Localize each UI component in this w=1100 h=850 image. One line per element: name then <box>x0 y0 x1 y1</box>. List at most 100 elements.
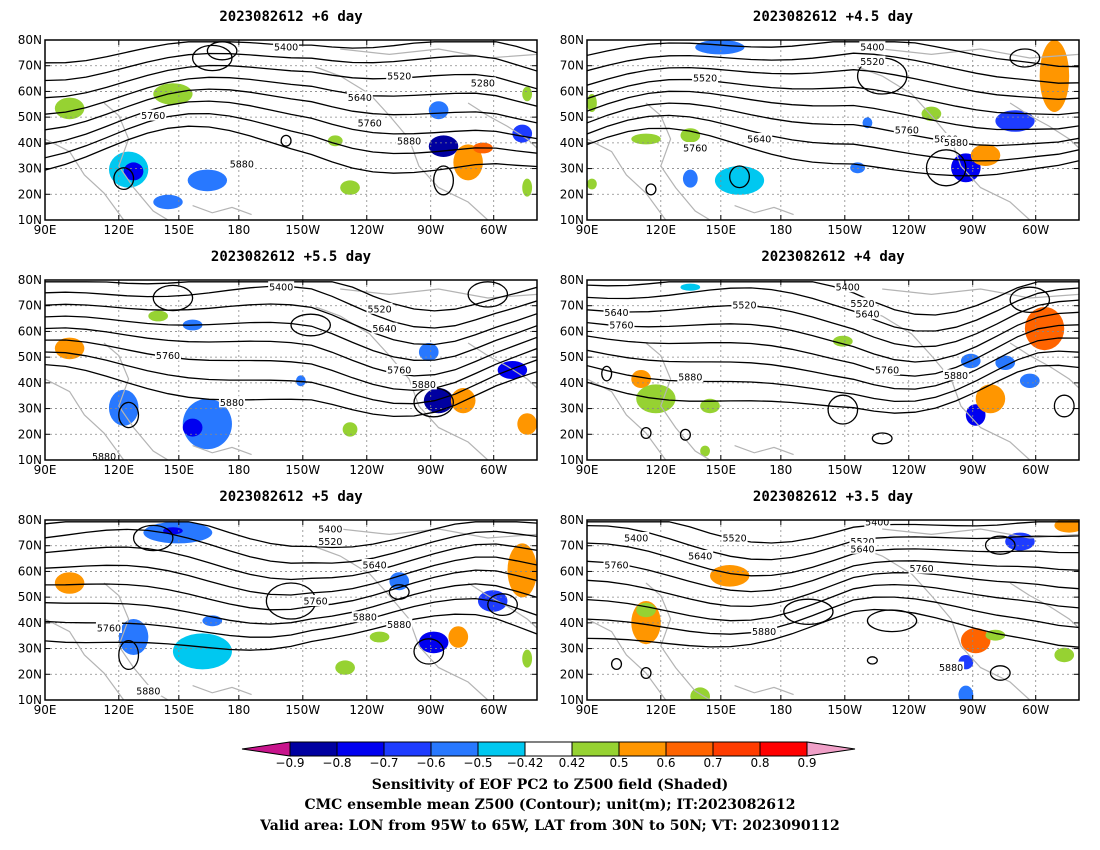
contour-label: 5280 <box>471 79 495 90</box>
lon-label: 120W <box>349 463 384 477</box>
lon-label: 90E <box>34 463 57 477</box>
z500-contour <box>45 76 537 115</box>
contour-label: 5760 <box>609 321 633 332</box>
lon-label: 150W <box>827 463 862 477</box>
lon-label: 120E <box>646 463 677 477</box>
lat-label: 70N <box>18 539 42 553</box>
contour-label: 5880 <box>678 373 702 384</box>
sensitivity-shading <box>522 649 533 668</box>
lat-label: 80N <box>560 273 584 287</box>
colorbar-swatch <box>477 741 526 757</box>
z500-closed-contour <box>290 313 332 337</box>
z500-contour <box>587 560 1079 593</box>
lon-label: 90E <box>576 223 599 237</box>
z500-closed-contour <box>1009 286 1051 314</box>
coastline <box>645 342 711 460</box>
z500-contour <box>45 52 537 82</box>
z500-closed-contour <box>640 426 652 440</box>
lat-label: 60N <box>560 324 584 338</box>
lat-label: 20N <box>560 667 584 681</box>
sensitivity-shading <box>507 543 537 598</box>
sensitivity-shading <box>631 370 651 388</box>
sensitivity-shading <box>1039 40 1070 112</box>
lat-label: 30N <box>18 162 42 176</box>
contour-label: 5760 <box>304 597 328 608</box>
colorbar-tick-label: 0.5 <box>609 756 628 770</box>
figure-caption: Sensitivity of EOF PC2 to Z500 field (Sh… <box>259 777 840 834</box>
lon-label: 180 <box>769 223 792 237</box>
lat-label: 80N <box>18 33 42 47</box>
coastline <box>645 582 711 700</box>
lat-label: 10N <box>18 693 42 707</box>
z500-contour <box>587 114 1079 162</box>
lon-label: 120E <box>104 463 135 477</box>
lon-label: 120W <box>349 703 384 717</box>
coastline <box>45 138 125 220</box>
z500-closed-contour <box>487 593 518 617</box>
sensitivity-shading <box>975 384 1006 414</box>
contour-label: 5400 <box>318 525 342 536</box>
lat-label: 50N <box>18 350 42 364</box>
sensitivity-shading <box>714 166 765 195</box>
contour-label: 5640 <box>688 552 712 563</box>
contour-label: 5640 <box>372 324 396 335</box>
colorbar-tick-label: 0.8 <box>750 756 769 770</box>
coastline <box>1009 342 1079 389</box>
lat-label: 10N <box>18 213 42 227</box>
z500-closed-contour <box>640 666 652 680</box>
lat-label: 80N <box>18 513 42 527</box>
lat-label: 70N <box>18 299 42 313</box>
lon-label: 150E <box>706 703 737 717</box>
sensitivity-shading <box>631 133 661 145</box>
lat-label: 20N <box>18 187 42 201</box>
lon-label: 150E <box>164 703 195 717</box>
z500-closed-contour <box>866 609 918 633</box>
z500-closed-contour <box>645 183 657 196</box>
z500-contour <box>587 102 1079 147</box>
z500-contour <box>45 339 537 392</box>
lon-label: 90E <box>576 703 599 717</box>
coastline <box>1009 102 1079 149</box>
sensitivity-shading <box>680 283 701 291</box>
z500-closed-contour <box>984 535 1016 555</box>
lat-label: 10N <box>560 693 584 707</box>
panel-title: 2023082612 +5 day <box>219 489 363 505</box>
contour-label: 5400 <box>836 283 860 294</box>
contour-label: 5520 <box>860 57 884 68</box>
z500-contour <box>587 572 1079 608</box>
z500-contour <box>45 569 537 611</box>
sensitivity-shading <box>340 180 360 195</box>
sensitivity-shading <box>995 355 1016 370</box>
panel-title: 2023082612 +6 day <box>219 9 363 25</box>
colorbar-swatch <box>524 741 573 757</box>
map-frame <box>44 519 538 701</box>
lon-label: 90W <box>959 703 986 717</box>
z500-contour <box>45 597 537 638</box>
z500-contour <box>45 543 537 581</box>
colorbar-tick-label: 0.9 <box>797 756 816 770</box>
lon-label: 60W <box>480 703 507 717</box>
contour-label: 5760 <box>141 111 165 122</box>
z500-closed-contour <box>467 281 509 308</box>
sensitivity-shading <box>965 404 986 426</box>
sensitivity-shading <box>153 194 183 210</box>
z500-contour <box>587 608 1079 648</box>
lon-label: 120W <box>891 223 926 237</box>
z500-contour <box>45 303 537 346</box>
colorbar-tick-label: −0.42 <box>507 756 544 770</box>
contour-label: 5880 <box>387 620 411 631</box>
z500-contour <box>587 521 1079 544</box>
contour-label: 5760 <box>358 118 382 129</box>
lon-label: 60W <box>480 223 507 237</box>
sensitivity-shading <box>995 110 1035 132</box>
lon-label: 60W <box>1022 223 1049 237</box>
lon-label: 150W <box>285 703 320 717</box>
z500-contour <box>587 542 1079 577</box>
sensitivity-shading <box>295 375 306 387</box>
lon-label: 60W <box>480 463 507 477</box>
sensitivity-shading <box>342 422 358 437</box>
sensitivity-shading <box>522 86 533 102</box>
lon-label: 150W <box>285 223 320 237</box>
lat-label: 20N <box>18 427 42 441</box>
z500-closed-contour <box>433 165 455 196</box>
